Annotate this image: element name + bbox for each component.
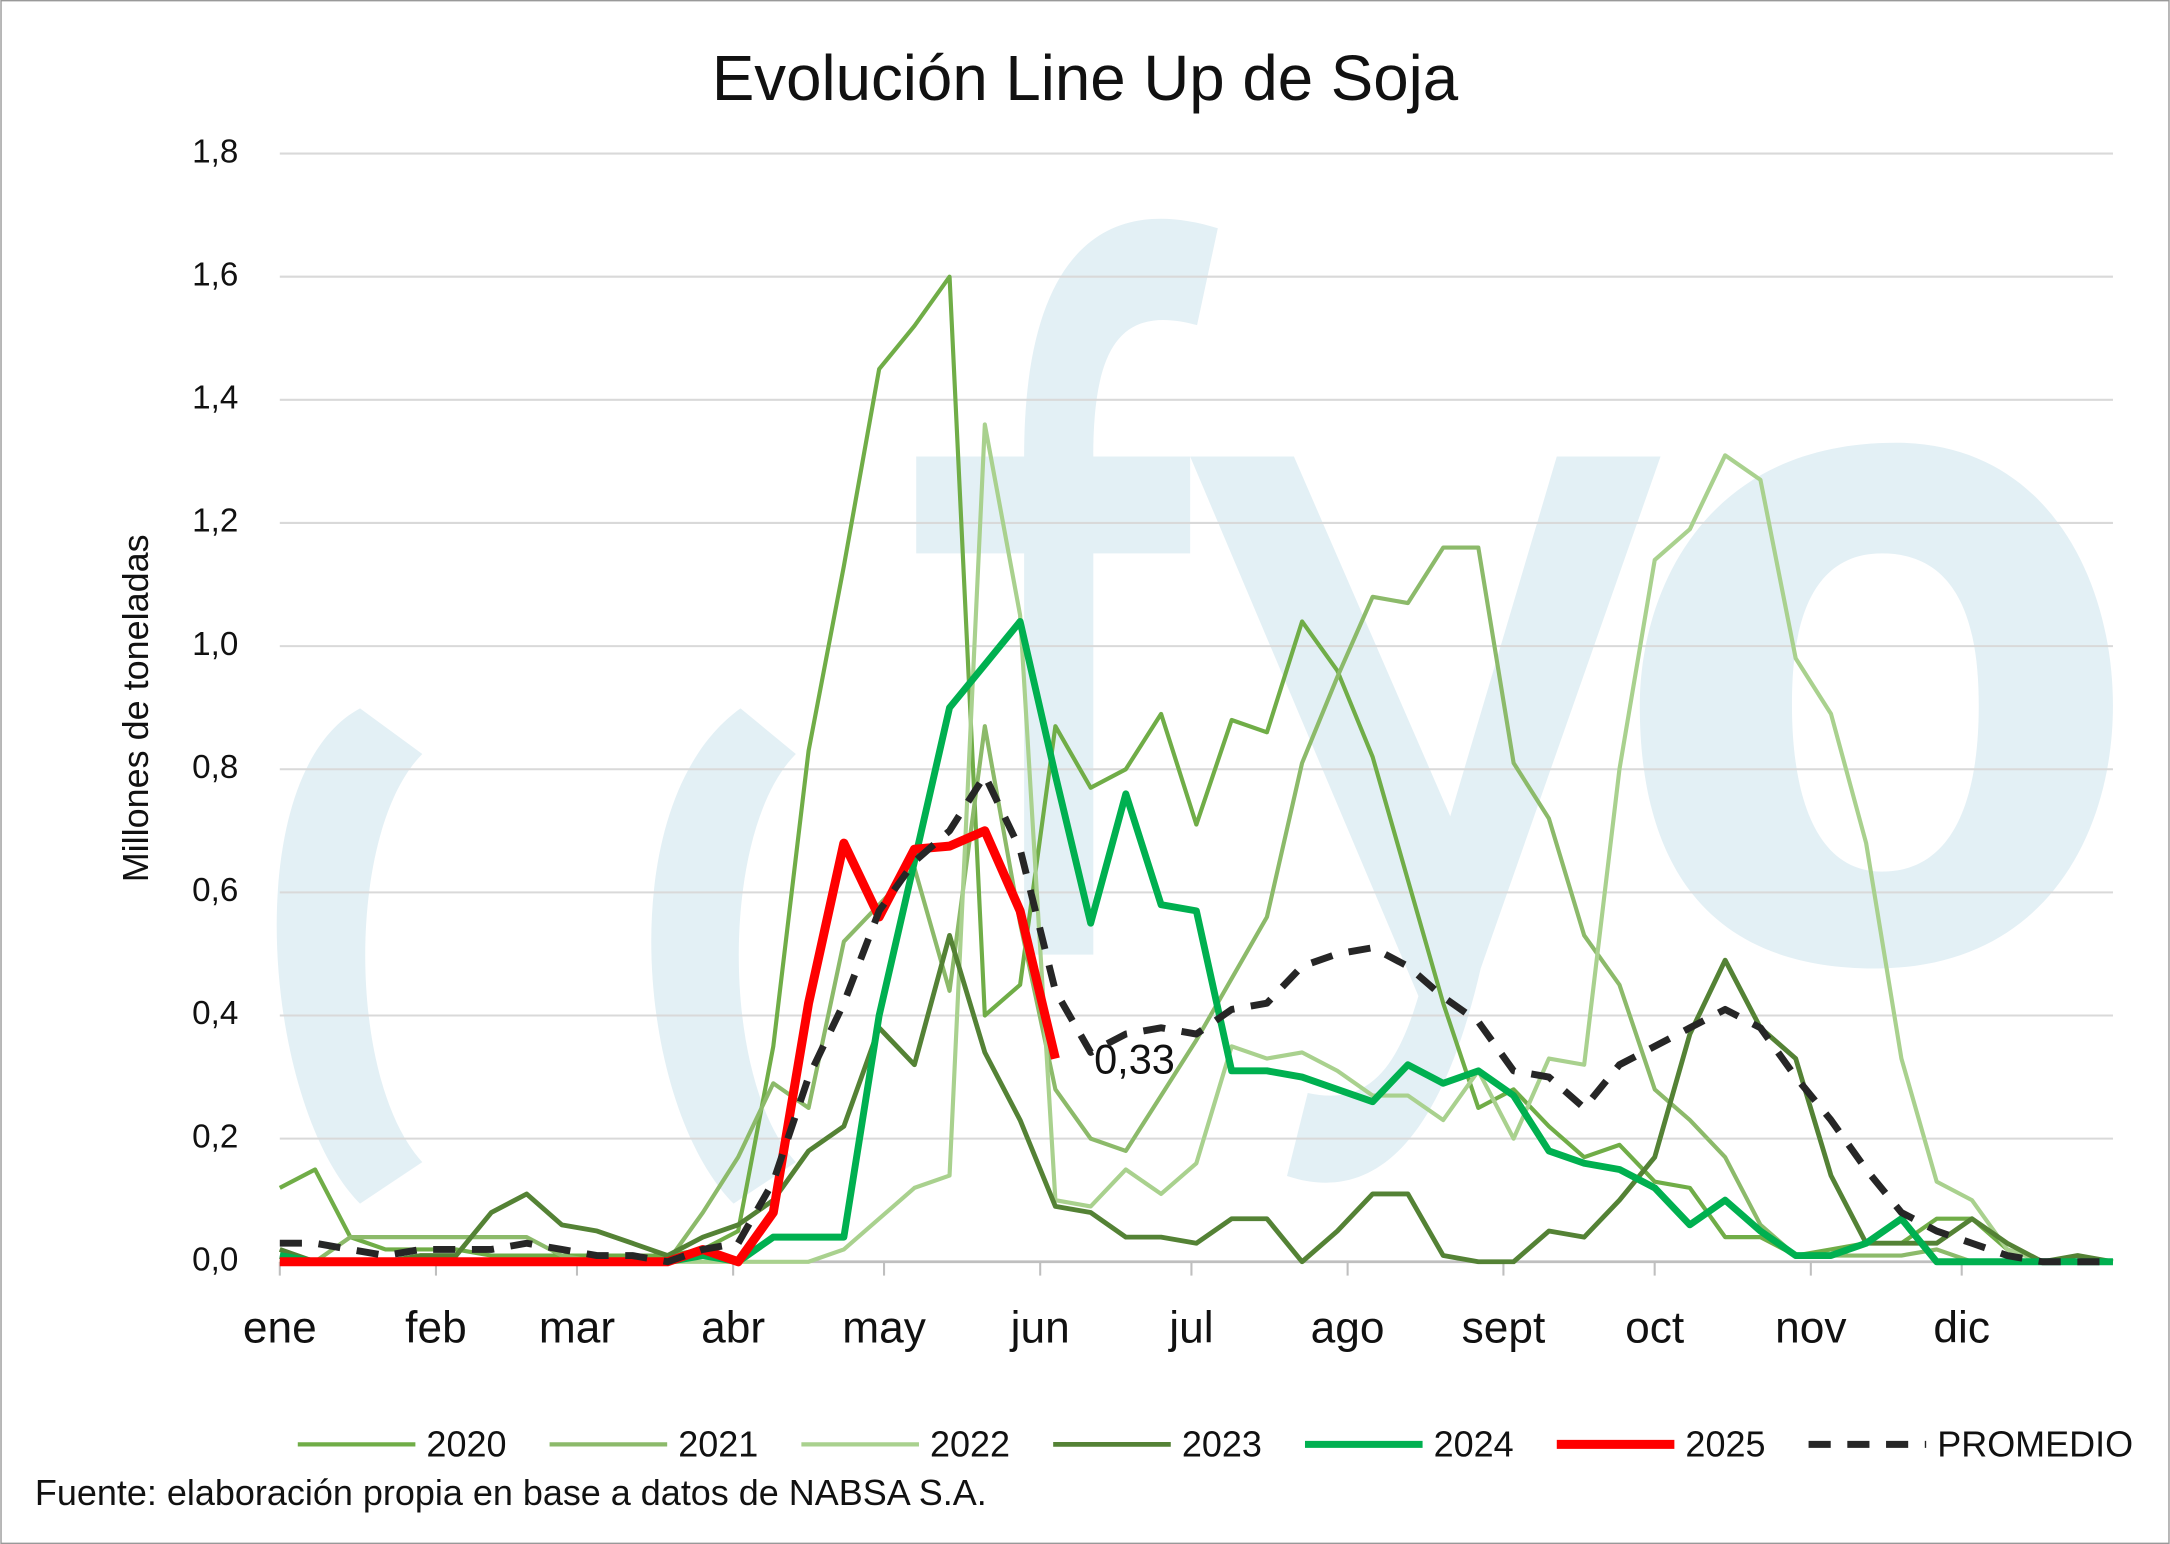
y-axis-label: Millones de toneladas xyxy=(115,534,156,882)
x-tick-label: dic xyxy=(1933,1304,1990,1353)
x-tick-label: sept xyxy=(1462,1304,1546,1353)
legend-label: 2021 xyxy=(678,1424,758,1465)
x-tick-label: jul xyxy=(1167,1304,1213,1353)
legend-label: 2023 xyxy=(1182,1424,1262,1465)
watermark-shape xyxy=(276,708,423,1204)
watermark-shape xyxy=(1639,442,2113,969)
legend-label: 2020 xyxy=(426,1424,506,1465)
legend-label: PROMEDIO xyxy=(1937,1424,2133,1465)
series-line xyxy=(279,772,2113,1266)
x-tick-label: ago xyxy=(1311,1304,1385,1353)
y-tick-label: 0,4 xyxy=(192,995,238,1032)
y-tick-label: 0,0 xyxy=(192,1242,238,1279)
series-line xyxy=(278,932,2114,1265)
legend-label: 2025 xyxy=(1685,1424,1765,1465)
y-tick-label: 1,4 xyxy=(192,380,238,417)
watermark xyxy=(276,218,2113,1204)
plot: 0,33 xyxy=(278,274,2114,1267)
y-tick-label: 0,8 xyxy=(192,749,238,786)
data-label: 0,33 xyxy=(1094,1036,1175,1083)
chart-title: Evolución Line Up de Soja xyxy=(712,43,1459,114)
x-tick-label: jun xyxy=(1009,1304,1070,1353)
x-tick-label: oct xyxy=(1625,1304,1684,1353)
legend-label: 2022 xyxy=(930,1424,1010,1465)
watermark-shape xyxy=(651,708,796,1204)
y-tick-label: 1,0 xyxy=(192,626,238,663)
legend-label: 2024 xyxy=(1434,1424,1514,1465)
x-tick-label: mar xyxy=(539,1304,615,1353)
y-tick-label: 1,2 xyxy=(192,503,238,540)
legend: 2020 2021 2022 2023 2024 2025 PROMEDIO xyxy=(297,1424,2133,1465)
grid: 0,0 0,2 0,4 0,6 0,8 1,0 1,2 1,4 1,6 1,8 ene feb mar a… xyxy=(192,133,2113,1353)
y-tick-label: 1,6 xyxy=(192,256,238,293)
x-tick-label: may xyxy=(842,1304,926,1353)
x-tick-label: abr xyxy=(701,1304,765,1353)
y-tick-label: 0,6 xyxy=(192,872,238,909)
watermark-shape xyxy=(916,218,1218,955)
watermark-shape xyxy=(1190,456,1661,1183)
x-tick-label: nov xyxy=(1775,1304,1846,1353)
y-tick-label: 0,2 xyxy=(192,1118,238,1155)
source-note: Fuente: elaboración propia en base a dat… xyxy=(35,1472,987,1513)
x-tick-label: ene xyxy=(243,1304,317,1353)
y-tick-label: 1,8 xyxy=(192,133,238,170)
x-tick-label: feb xyxy=(405,1304,467,1353)
